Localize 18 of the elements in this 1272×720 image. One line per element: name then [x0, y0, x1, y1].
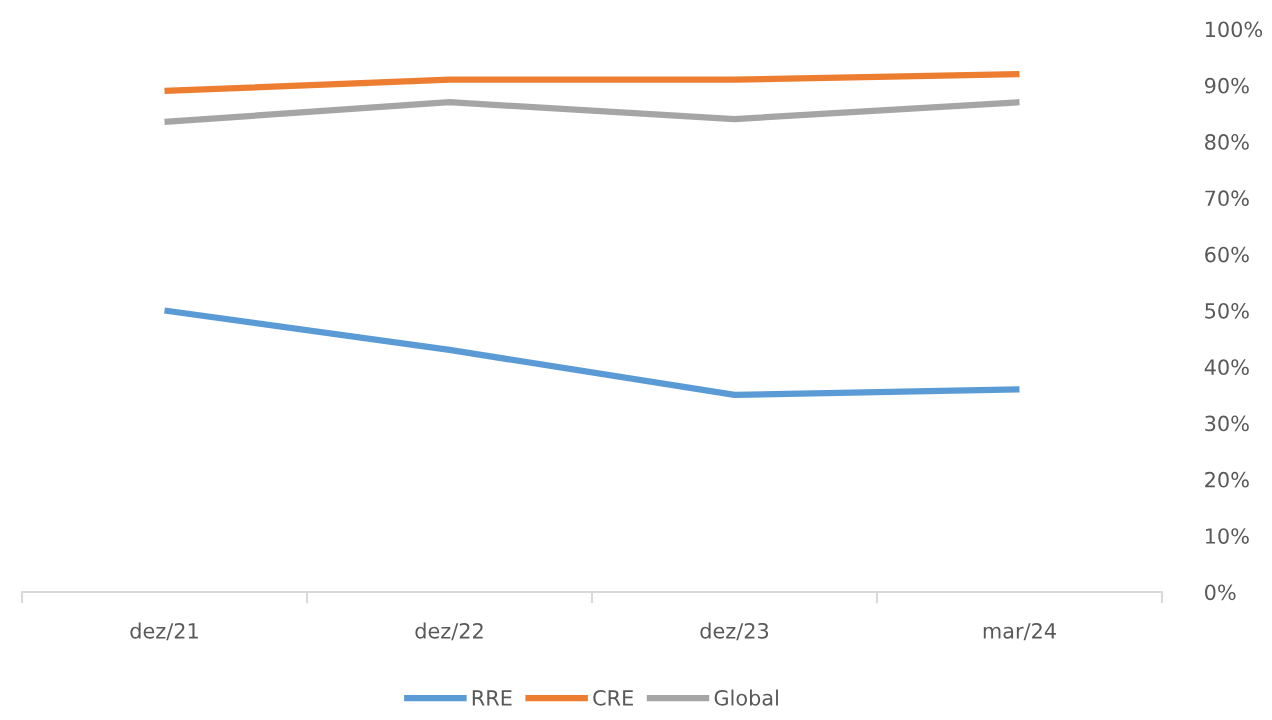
y-tick-label: 10%: [1205, 528, 1249, 544]
y-tick-label: 30%: [1205, 415, 1249, 432]
x-tick-label: dez/23: [700, 622, 769, 641]
y-tick-label: 70%: [1205, 190, 1249, 207]
x-tick-label: dez/22: [415, 622, 483, 641]
legend-label: RRE: [472, 690, 512, 706]
y-tick-label: 60%: [1205, 246, 1249, 263]
y-tick-label: 40%: [1204, 359, 1249, 376]
legend-label: Global: [714, 689, 778, 706]
x-tick-label: dez/21: [130, 622, 198, 641]
x-tick-label: mar/24: [983, 622, 1056, 641]
y-tick-label: 50%: [1205, 302, 1249, 319]
y-tick-label: 100%: [1205, 21, 1263, 38]
legend-label: CRE: [593, 689, 633, 706]
y-tick-label: 90%: [1204, 77, 1249, 94]
y-tick-label: 80%: [1205, 134, 1249, 150]
y-tick-label: 0%: [1205, 584, 1236, 601]
y-tick-label: 20%: [1205, 471, 1249, 488]
